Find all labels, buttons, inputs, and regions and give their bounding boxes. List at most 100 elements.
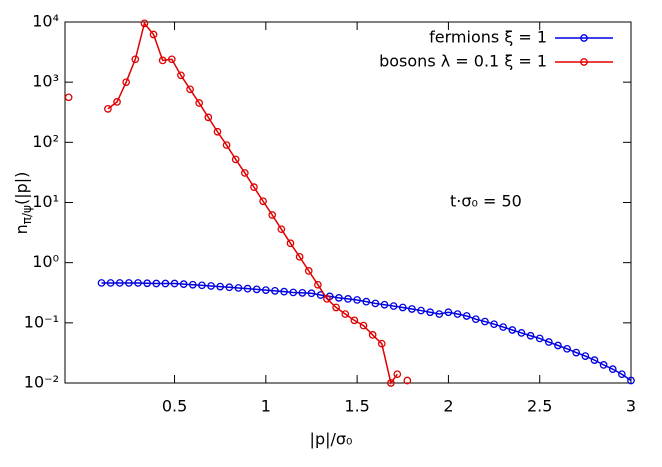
point	[222, 141, 231, 149]
y-tick-label: 10²	[32, 132, 59, 151]
point	[572, 348, 581, 357]
point	[426, 308, 435, 317]
point	[298, 289, 307, 297]
point	[353, 296, 361, 304]
point	[186, 85, 194, 94]
x-axis-label: |p|/σ₀	[310, 430, 353, 449]
point	[307, 289, 316, 298]
x-tick-label: 2.5	[527, 397, 552, 416]
legend-label: fermions ξ = 1	[429, 28, 547, 47]
point	[526, 331, 535, 340]
legend-marker	[580, 34, 588, 42]
point	[240, 169, 249, 177]
series-line	[101, 282, 632, 382]
annotation: t·σ₀ = 50	[450, 192, 522, 211]
y-tick-label: 10³	[32, 72, 59, 91]
point	[554, 341, 562, 350]
point	[481, 317, 489, 326]
point	[198, 281, 206, 290]
point	[359, 321, 368, 330]
point	[544, 338, 553, 346]
x-tick-label: 1.5	[344, 397, 369, 416]
point	[499, 323, 508, 331]
legend-marker	[580, 58, 588, 66]
point	[113, 98, 121, 106]
point	[271, 287, 279, 295]
point	[403, 376, 412, 385]
point	[444, 308, 453, 317]
y-label-part: n	[12, 224, 31, 234]
point	[590, 356, 599, 364]
point	[177, 71, 185, 80]
y-label-part: (|p|)	[12, 172, 31, 205]
point	[170, 279, 179, 288]
point	[149, 30, 158, 39]
y-label-sub: π/ψ	[20, 205, 34, 224]
x-tick-label: 2	[443, 397, 453, 416]
y-tick-label: 10⁻¹	[24, 312, 59, 331]
point	[286, 239, 295, 248]
point	[125, 279, 133, 287]
x-tick-label: 3	[626, 397, 636, 416]
point	[599, 361, 608, 369]
point	[314, 280, 322, 289]
point	[517, 329, 526, 337]
point	[368, 331, 377, 339]
point	[335, 294, 343, 302]
point	[204, 113, 213, 122]
point	[277, 225, 286, 234]
point	[344, 295, 352, 303]
point	[122, 78, 131, 87]
point	[408, 305, 416, 313]
point	[234, 284, 243, 292]
point	[377, 339, 386, 348]
point	[167, 55, 176, 64]
point	[462, 312, 471, 320]
x-tick-label: 0.5	[162, 397, 187, 416]
point	[195, 99, 204, 107]
point	[535, 334, 544, 343]
point	[268, 211, 277, 219]
point	[332, 303, 340, 312]
x-tick-label: 1	[261, 397, 271, 416]
point	[389, 302, 398, 310]
y-axis-label: nπ/ψ(|p|)	[12, 172, 34, 235]
point	[64, 93, 73, 102]
point	[207, 282, 215, 290]
point	[280, 287, 288, 296]
point	[106, 279, 115, 287]
point	[134, 279, 142, 287]
point	[362, 297, 371, 306]
point	[398, 303, 407, 312]
point	[97, 279, 106, 287]
point	[250, 183, 258, 191]
point	[252, 285, 261, 294]
point	[259, 197, 267, 206]
point	[387, 379, 395, 387]
point	[140, 19, 149, 28]
point	[225, 283, 234, 292]
plot-border	[64, 21, 632, 384]
point	[618, 370, 626, 379]
point	[490, 320, 498, 329]
point	[115, 279, 124, 287]
point	[131, 55, 140, 64]
point	[179, 280, 188, 288]
point	[188, 280, 197, 289]
point	[104, 105, 112, 113]
point	[380, 300, 389, 309]
point	[435, 310, 444, 318]
y-tick-label: 10⁻²	[24, 373, 59, 392]
y-tick-label: 10⁰	[32, 252, 59, 271]
legend-label: bosons λ = 0.1 ξ = 1	[379, 52, 547, 71]
point	[323, 295, 331, 303]
point	[231, 155, 240, 164]
point	[371, 299, 380, 308]
point	[581, 352, 590, 360]
point	[161, 279, 170, 288]
point	[393, 370, 402, 379]
point	[608, 365, 617, 373]
point	[471, 315, 480, 324]
point	[627, 376, 635, 385]
